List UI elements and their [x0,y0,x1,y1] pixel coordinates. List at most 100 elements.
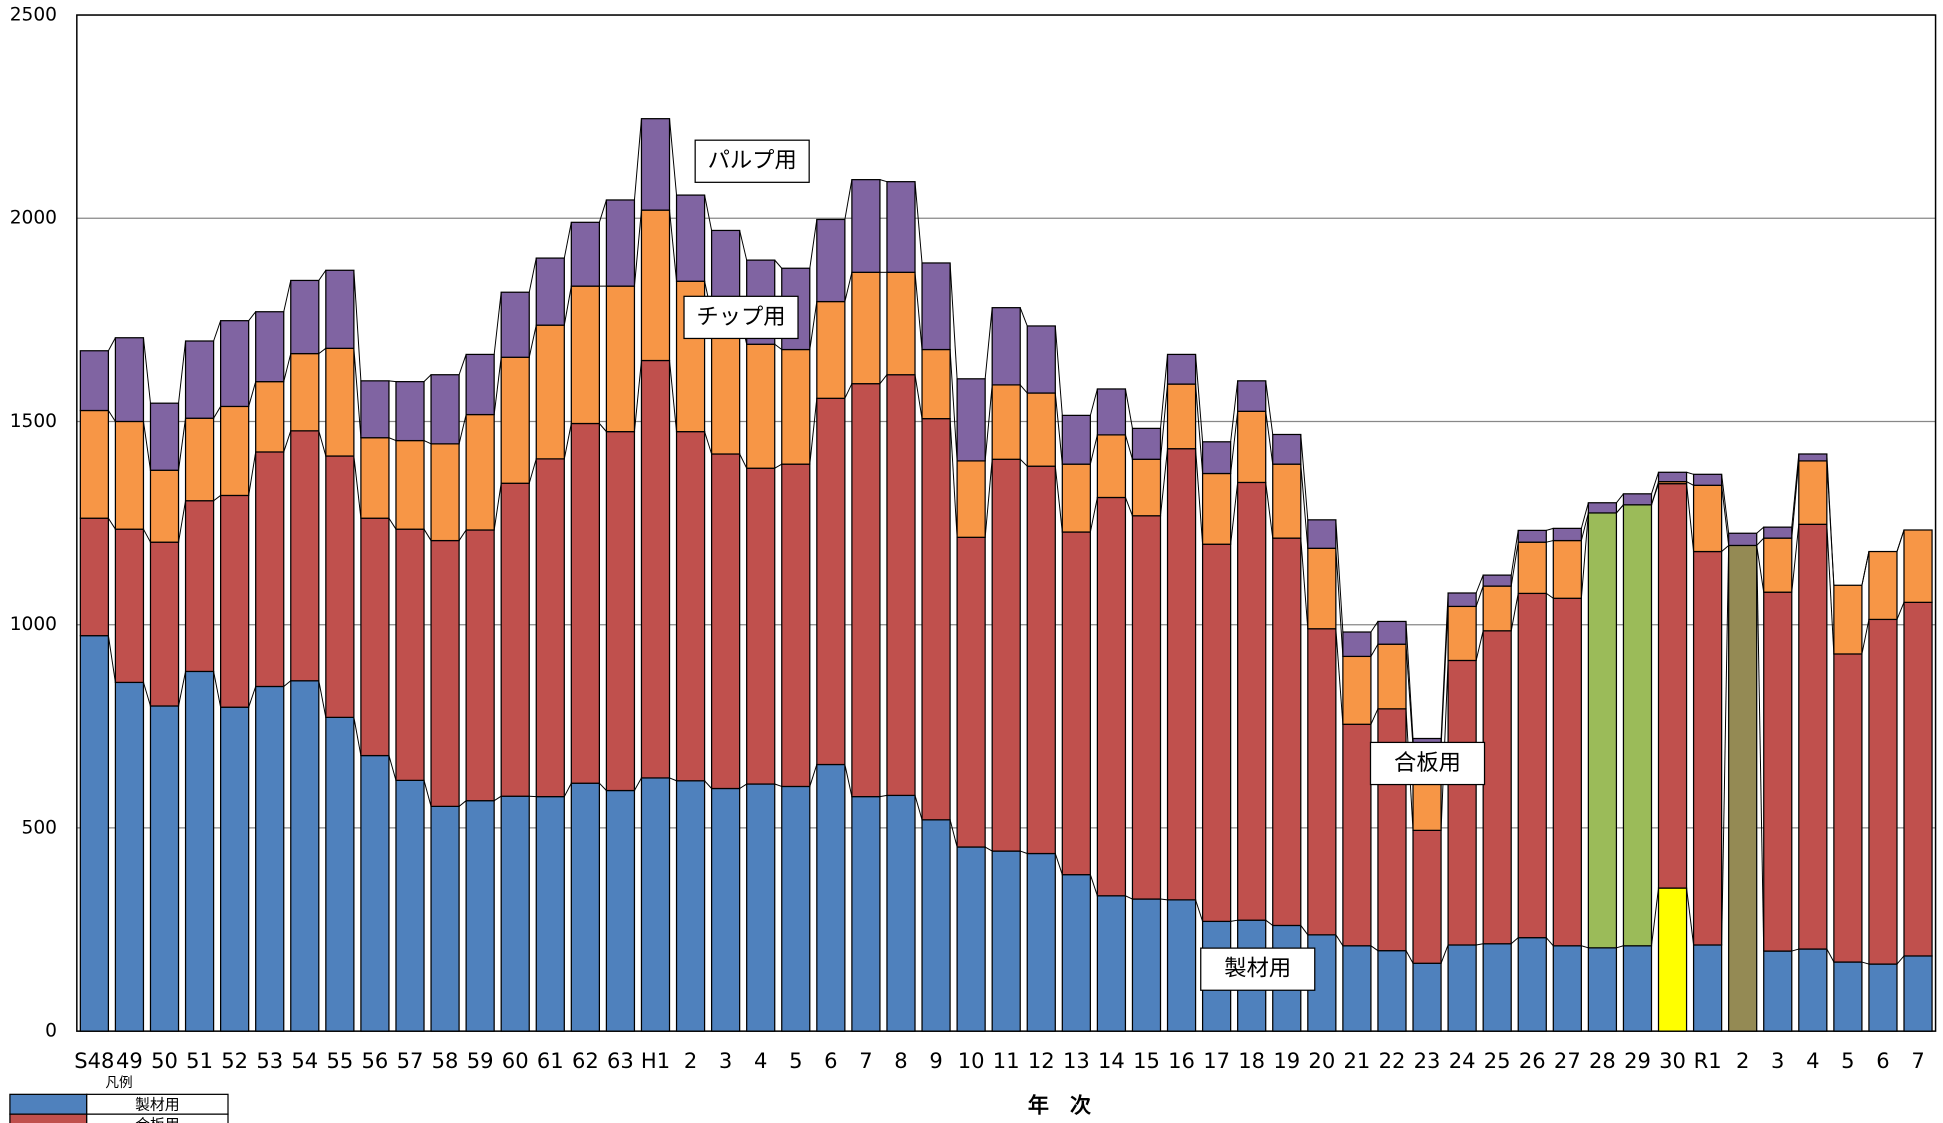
series-connector [1335,934,1344,947]
bar-segment [1412,829,1442,964]
annotation-box [1200,947,1316,991]
bar-segment [1482,574,1512,587]
series-connector [1160,898,1168,901]
x-tick-label: 7 [1911,1048,1924,1073]
bar-segment [114,337,145,423]
series-connector [493,292,502,355]
series-connector [213,671,222,708]
bar-segment [360,380,390,439]
bar-segment [395,439,425,530]
bar-segment [1272,463,1302,539]
bar-segment [1798,948,1828,1032]
series-connector [1545,592,1554,599]
series-connector [1124,434,1133,460]
series-connector [633,360,642,432]
bar-segment [430,443,460,542]
series-connector [1054,466,1063,533]
bar-segment [1622,493,1653,506]
bar-segment [1026,325,1056,394]
series-connector [984,459,993,538]
series-connector [949,418,958,538]
series-connector [844,764,853,797]
bar-segment [886,794,916,1032]
bar-segment [1728,532,1758,547]
x-tick-label: 61 [537,1048,564,1073]
legend-label: 合板用 [135,1115,180,1123]
series-connector [599,423,607,432]
series-connector [1125,895,1133,900]
series-connector [1019,458,1028,467]
bar-segment [1131,458,1162,517]
series-connector [1826,524,1835,654]
series-connector [1230,380,1239,442]
bar-segment [1061,463,1091,533]
series-connector [1440,592,1449,739]
x-tick-label: 16 [1168,1048,1195,1073]
series-connector [1861,961,1870,965]
bar-segment [255,685,285,1032]
x-tick-label: 28 [1589,1048,1616,1073]
x-tick-label: 13 [1063,1048,1090,1073]
x-tick-label: 30 [1659,1048,1686,1073]
bar-segment [1026,392,1056,467]
y-tick-label: 1500 [10,411,57,432]
bar-segment [184,417,215,502]
series-connector [563,782,572,797]
bar-segment [956,846,986,1032]
y-tick-label: 2500 [10,5,57,26]
x-tick-label: 9 [929,1048,942,1073]
bar-segment [1587,502,1618,514]
series-connector [774,783,782,787]
x-tick-label: 27 [1554,1048,1581,1073]
series-connector [1124,388,1133,429]
series-connector [213,495,221,502]
bar-segment [1026,852,1056,1032]
bar-segment [395,381,425,442]
bar-segment [710,787,741,1032]
bar-segment [886,181,916,273]
series-connector [1054,392,1063,465]
x-tick-label: 5 [1841,1048,1854,1073]
bar-segment [1482,585,1512,632]
series-connector [1861,619,1870,655]
series-connector [213,320,222,342]
x-tick-label: 53 [256,1048,283,1073]
series-connector [1089,434,1098,465]
series-connector [1686,481,1694,486]
bar-segment [1342,655,1372,725]
bar-segment [1272,433,1302,465]
series-connector [1230,411,1239,474]
bar-segment [640,209,671,362]
x-tick-label: H1 [641,1048,670,1073]
bar-segment [79,409,110,519]
series-connector [458,354,467,375]
bar-segment [746,467,776,785]
bar-segment [991,307,1021,386]
series-connector [1370,621,1379,633]
bar-segment [1377,950,1407,1032]
series-connector [493,357,502,415]
x-tick-label: 62 [572,1048,599,1073]
bar-segment [325,347,355,457]
annotation-box [683,295,799,340]
x-tick-label: 55 [326,1048,353,1073]
series-connector [1686,483,1695,552]
series-connector [458,529,467,541]
series-connector [1089,497,1098,533]
x-tick-label: 2 [684,1048,697,1073]
annotation: パルプ用 [708,148,797,174]
bar-segment [1657,471,1688,483]
bar-segment [1763,537,1793,593]
legend-box [86,1113,229,1123]
series-connector [1545,937,1554,947]
bar-segment [1517,541,1547,595]
bar-segment [395,779,425,1032]
bar-segment [290,430,320,682]
bar-segment [1833,584,1863,655]
x-tick-label: 63 [607,1048,634,1073]
bar-segment [184,670,215,1032]
legend-swatch [9,1093,88,1115]
series-connector [1370,643,1379,657]
series-connector [1616,493,1624,504]
bar-segment [219,706,250,1032]
